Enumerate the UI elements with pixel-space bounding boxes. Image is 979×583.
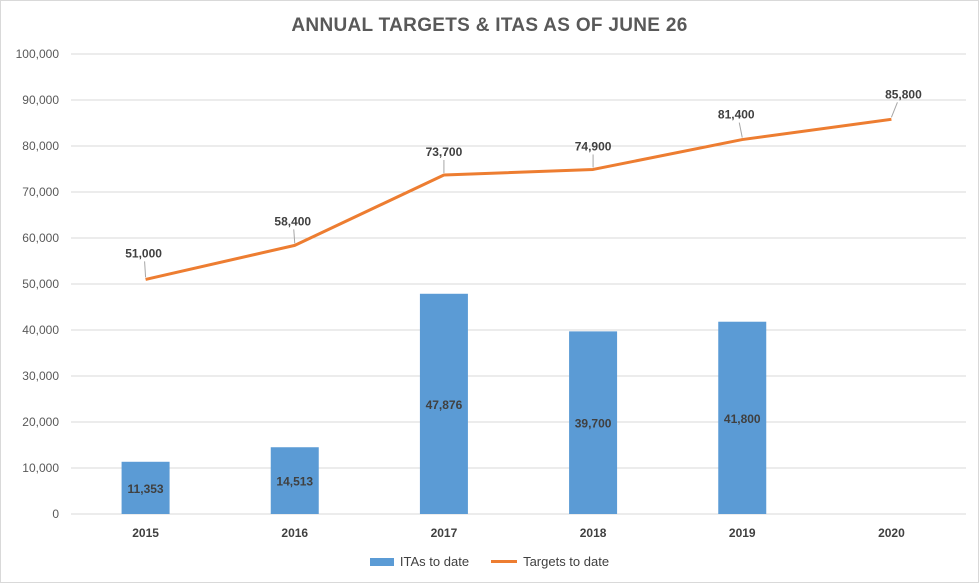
y-tick-label: 40,000 (22, 323, 59, 337)
bar-data-label: 11,353 (128, 482, 164, 496)
bar-data-label: 41,800 (724, 412, 761, 426)
y-tick-label: 100,000 (16, 47, 60, 61)
leader-line (144, 261, 147, 278)
x-tick-label: 2019 (729, 526, 756, 540)
legend-item-targets: Targets to date (491, 554, 609, 569)
y-tick-label: 30,000 (22, 369, 59, 383)
leader-line (293, 229, 296, 244)
legend-label-targets: Targets to date (523, 554, 610, 569)
legend-swatch-bar (369, 557, 394, 566)
bar (419, 293, 468, 514)
line-data-label: 74,900 (575, 139, 612, 153)
x-tick-label: 2020 (878, 526, 905, 540)
x-tick-label: 2015 (132, 526, 159, 540)
y-tick-label: 90,000 (22, 93, 59, 107)
legend-item-itas: ITAs to date (369, 554, 470, 569)
line-data-label: 51,000 (125, 246, 162, 260)
bar (718, 321, 767, 514)
x-tick-label: 2016 (281, 526, 308, 540)
y-tick-label: 50,000 (22, 277, 59, 291)
bar-data-label: 39,700 (575, 417, 612, 431)
leader-line (890, 102, 898, 118)
leader-line (738, 122, 743, 138)
legend-swatch-line (491, 560, 518, 563)
chart-title: ANNUAL TARGETS & ITAS AS OF JUNE 26 (291, 15, 688, 36)
y-tick-label: 70,000 (22, 185, 59, 199)
line-data-label: 73,700 (426, 145, 463, 159)
legend-label-itas: ITAs to date (399, 554, 470, 569)
bar-data-label: 14,513 (276, 475, 313, 489)
bar (569, 331, 618, 514)
line-data-label: 85,800 (885, 87, 922, 101)
x-tick-label: 2017 (431, 526, 458, 540)
y-tick-label: 80,000 (22, 139, 59, 153)
y-tick-label: 60,000 (22, 231, 59, 245)
series-line-targets (145, 117, 892, 281)
x-tick-label: 2018 (580, 526, 607, 540)
y-tick-label: 10,000 (22, 461, 59, 475)
y-tick-label: 20,000 (22, 415, 59, 429)
line-data-label: 58,400 (274, 214, 311, 228)
bar-data-label: 47,876 (426, 398, 463, 412)
bar (270, 447, 319, 514)
bar (121, 461, 170, 514)
legend: ITAs to date Targets to date (1, 554, 978, 569)
line-data-label: 81,400 (718, 108, 755, 122)
y-tick-label: 0 (52, 507, 59, 521)
